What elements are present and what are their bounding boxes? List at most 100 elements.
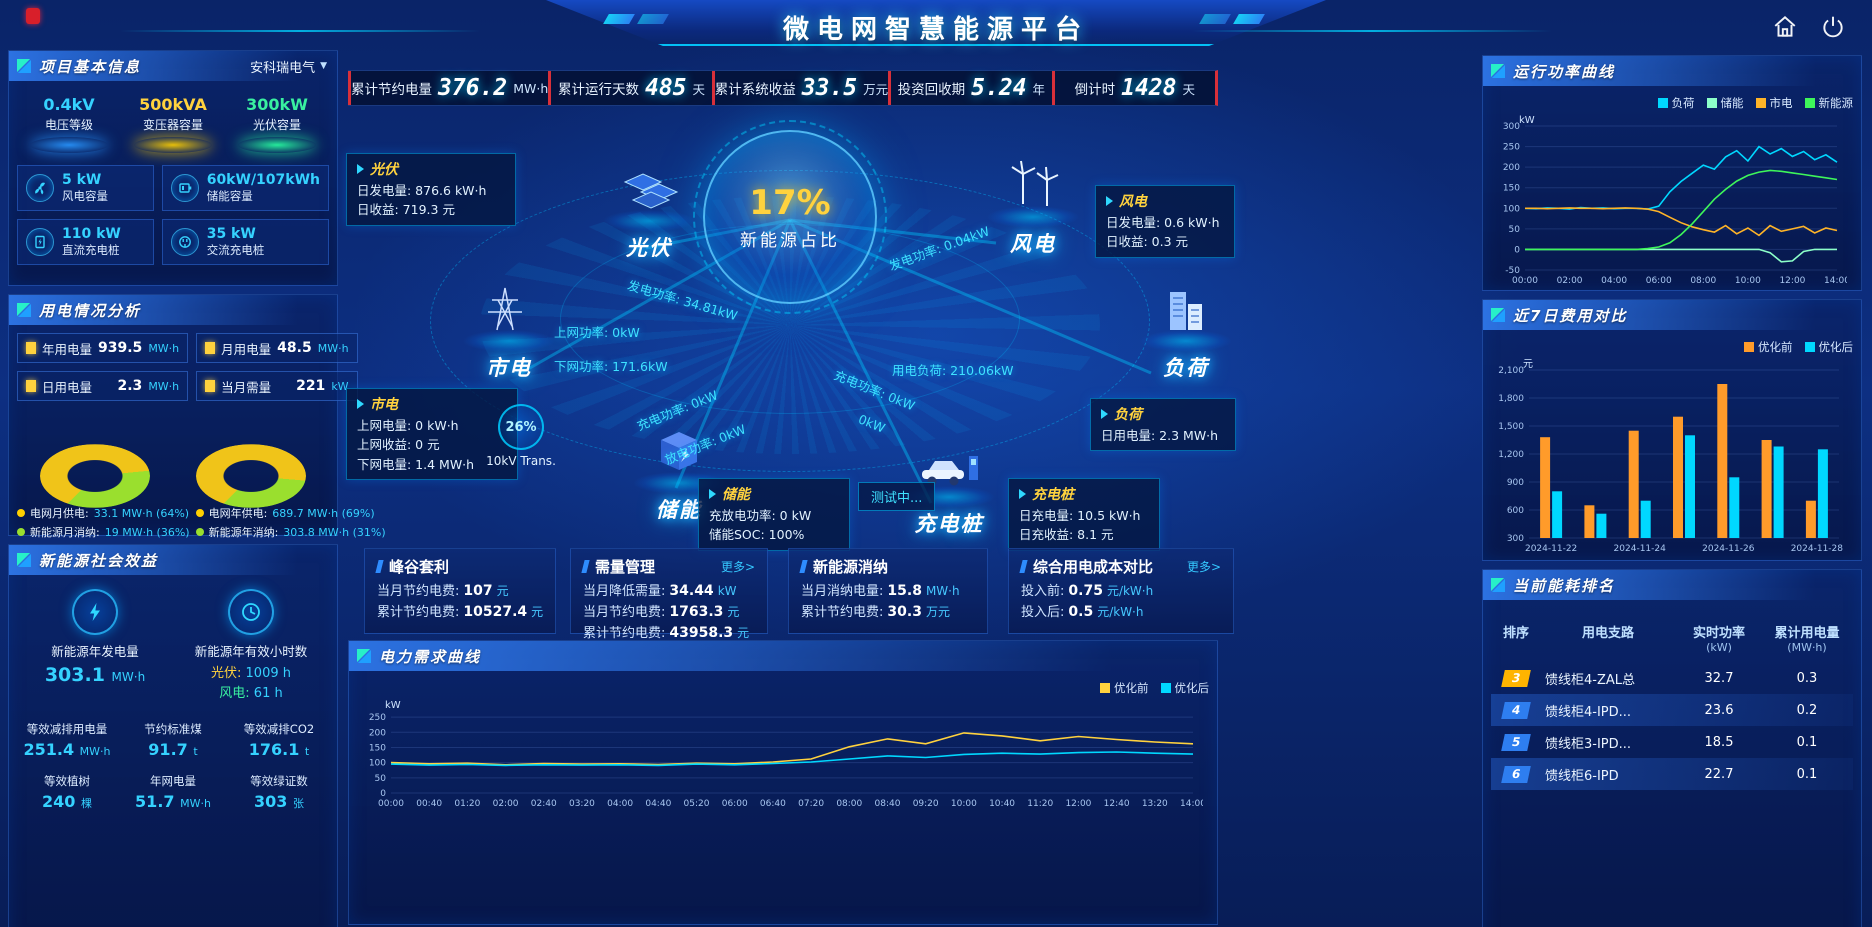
home-icon[interactable] bbox=[1772, 14, 1798, 40]
svg-text:250: 250 bbox=[369, 713, 386, 723]
flow-grid-export: 上网功率: 0kW bbox=[554, 325, 640, 340]
table-row[interactable]: 4 馈线柜4-IPD... 23.6 0.2 bbox=[1491, 694, 1853, 726]
test-status-badge: 测试中... bbox=[858, 482, 936, 511]
info-line: 下网电量: 1.4 MW·h bbox=[357, 456, 475, 472]
svg-text:100: 100 bbox=[1503, 204, 1520, 214]
legend-item: 电网月供电: 33.1 MW·h (64%) bbox=[17, 505, 190, 521]
metric-label: 年网电量 bbox=[150, 774, 196, 788]
row-value: 30.3 bbox=[887, 603, 922, 620]
svg-text:150: 150 bbox=[1503, 184, 1520, 194]
svg-text:2,100: 2,100 bbox=[1498, 366, 1524, 376]
row-value: 0.75 bbox=[1068, 583, 1103, 599]
row-value: 10527.4 bbox=[463, 603, 528, 620]
svg-text:01:20: 01:20 bbox=[454, 799, 480, 809]
load-node[interactable]: 负荷 bbox=[1131, 282, 1241, 382]
card-renewable-consumption: 新能源消纳 当月消纳电量: 15.8 MW·h 累计节约电费: 30.3 万元 bbox=[788, 548, 988, 634]
metric-emission-reduction: 等效减排用电量 251.4 MW·h bbox=[17, 721, 117, 759]
info-line: 上网收益: 0 元 bbox=[357, 437, 440, 453]
building-icon bbox=[1170, 292, 1202, 330]
metric-co2-reduction: 等效减排CO2 176.1 t bbox=[229, 721, 329, 759]
row-label: 累计节约电费: bbox=[377, 604, 460, 620]
arrow-icon bbox=[1019, 489, 1026, 499]
svg-text:05:20: 05:20 bbox=[684, 799, 710, 809]
panel-energy-ranking: 当前能耗排名 排序 用电支路 实时功率 (kW) 累计用电量 (MW·h) 3 馈线… bbox=[1482, 569, 1862, 927]
doc-icon bbox=[26, 380, 36, 392]
stat-label: 变压器容量 bbox=[142, 118, 203, 132]
card-value: 110 kW bbox=[62, 226, 121, 242]
table-row[interactable]: 3 馈线柜4-ZAL总 32.7 0.3 bbox=[1491, 662, 1853, 694]
svg-text:1,500: 1,500 bbox=[1498, 422, 1524, 432]
card-title: 综合用电成本对比 bbox=[1033, 558, 1154, 576]
info-line: 日充收益: 8.1 元 bbox=[1019, 527, 1114, 543]
row-unit: 元 bbox=[737, 625, 750, 640]
transformer-stat: 500kVA 变压器容量 bbox=[123, 95, 223, 153]
legend-label: 电网月供电: bbox=[30, 507, 89, 520]
panel-corner-icon bbox=[17, 553, 31, 567]
year-donut-chart bbox=[191, 415, 311, 508]
kpi-unit: MW·h bbox=[513, 80, 549, 96]
month-donut-chart bbox=[35, 415, 155, 508]
info-title: 充电桩 bbox=[1032, 487, 1074, 503]
yearly-usage-stat: 年用电量 939.5 MW·h bbox=[17, 333, 189, 363]
svg-text:11:20: 11:20 bbox=[1027, 799, 1053, 809]
corner-marker bbox=[26, 8, 40, 24]
branch-name: 馈线柜6-IPD bbox=[1545, 768, 1619, 784]
table-row[interactable]: 5 馈线柜3-IPD... 18.5 0.1 bbox=[1491, 726, 1853, 758]
row-unit: 元 bbox=[727, 604, 740, 619]
metric-value: 91.7 bbox=[148, 740, 188, 759]
kpi-label: 投资回收期 bbox=[897, 82, 966, 98]
power-icon[interactable] bbox=[1820, 14, 1846, 40]
svg-text:kW: kW bbox=[1519, 115, 1535, 126]
ev-charger-icon bbox=[922, 456, 978, 486]
info-title: 光伏 bbox=[370, 162, 398, 178]
cost-compare-chart[interactable]: 元2,100 1,800 1,500 1,200 900 600 3002024-11-22… bbox=[1491, 358, 1847, 554]
svg-text:2024-11-22: 2024-11-22 bbox=[1525, 544, 1577, 554]
kpi-label: 倒计时 bbox=[1074, 82, 1116, 98]
kpi-unit: 天 bbox=[692, 81, 706, 97]
svg-text:04:00: 04:00 bbox=[1601, 276, 1627, 286]
demand-curve-chart[interactable]: kW 250 200 150 100 50 000:00 00:40 01:20 02:00 02:… bbox=[357, 699, 1206, 809]
panel-corner-icon bbox=[1491, 64, 1505, 78]
info-title: 储能 bbox=[722, 487, 750, 503]
more-link[interactable]: 更多> bbox=[720, 560, 755, 574]
row-value: 1763.3 bbox=[669, 603, 724, 620]
stat-label: 日用电量 bbox=[42, 379, 93, 395]
pv-node[interactable]: 光伏 bbox=[594, 162, 704, 262]
legend-label: 新能源月消纳: bbox=[30, 526, 100, 539]
voltage-stat: 0.4kV 电压等级 bbox=[19, 95, 119, 153]
table-row[interactable]: 6 馈线柜6-IPD 22.7 0.1 bbox=[1491, 758, 1853, 790]
grid-label: 市电 bbox=[486, 356, 532, 380]
load-label: 负荷 bbox=[1163, 356, 1209, 380]
grid-info-box: 市电 上网电量: 0 kW·h 上网收益: 0 元 下网电量: 1.4 MW·h bbox=[346, 388, 518, 481]
row-unit: 元 bbox=[531, 604, 544, 619]
storage-info-box: 储能 充放电功率: 0 kW 储能SOC: 100% bbox=[698, 478, 850, 551]
panel-corner-icon bbox=[1491, 308, 1505, 322]
pv-capacity-stat: 300kW 光伏容量 bbox=[227, 95, 327, 153]
stat-label: 光伏容量 bbox=[252, 118, 301, 132]
card-label: 储能容量 bbox=[206, 189, 253, 203]
stat-value: 300kW bbox=[246, 95, 308, 114]
effective-hours-stat: 新能源年有效小时数 光伏: 1009 h 风电: 61 h bbox=[176, 589, 326, 703]
info-title: 风电 bbox=[1119, 194, 1147, 210]
more-link[interactable]: 更多> bbox=[1186, 560, 1221, 574]
svg-text:10:00: 10:00 bbox=[1735, 276, 1761, 286]
metric-value: 240 bbox=[42, 792, 76, 811]
metric-unit: MW·h bbox=[79, 745, 111, 758]
grid-node[interactable]: 市电 bbox=[454, 282, 564, 382]
battery-icon bbox=[170, 174, 199, 202]
panel-cost-compare: 近7日费用对比 优化前 优化后 元 2,100 1,800 1,500 1,200 900 6… bbox=[1482, 299, 1862, 561]
panel-corner-icon bbox=[17, 59, 31, 73]
company-selector[interactable]: 安科瑞电气 ▼ bbox=[250, 57, 327, 76]
dc-charger-icon bbox=[26, 228, 54, 256]
svg-text:03:20: 03:20 bbox=[569, 799, 595, 809]
row-unit: 元/kW·h bbox=[1106, 584, 1154, 598]
svg-text:-50: -50 bbox=[1505, 266, 1520, 276]
info-line: 充放电功率: 0 kW bbox=[709, 508, 812, 523]
row-label: 投入后: bbox=[1021, 604, 1065, 620]
svg-text:08:00: 08:00 bbox=[1690, 276, 1716, 286]
pv-hours-value: 1009 h bbox=[245, 666, 291, 681]
row-label: 当月消纳电量: bbox=[801, 584, 884, 599]
arrow-icon bbox=[357, 164, 364, 174]
wind-node[interactable]: 风电 bbox=[978, 158, 1088, 258]
